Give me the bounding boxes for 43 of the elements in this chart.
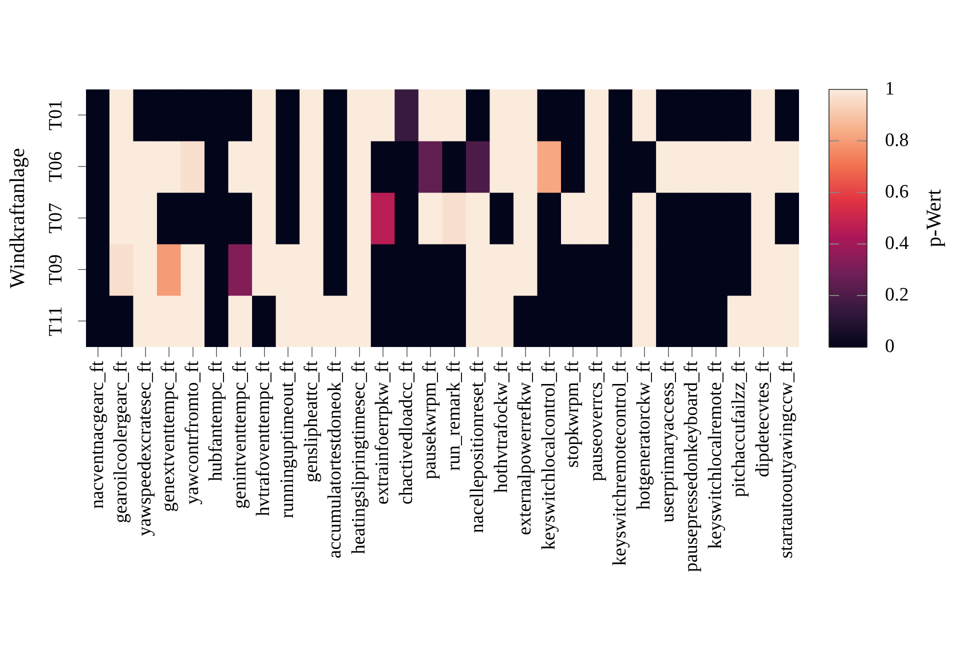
x-tick-label: pitchaccufailzz_ft xyxy=(728,360,750,498)
color-bar-label: 0.8 xyxy=(885,130,909,151)
y-tick-label: T11 xyxy=(46,306,67,336)
y-tick-label: T06 xyxy=(46,151,67,182)
x-tick-label: gearoilcoolergearc_ft xyxy=(110,360,132,524)
x-tick-label: extrainfoerrpkw_ft xyxy=(372,360,394,504)
x-tick-label: genslipheattc_ft xyxy=(300,360,322,482)
x-tick-label: hubfantempc_ft xyxy=(206,360,227,482)
x-tick-label: yawcontrfromto_ft xyxy=(182,360,203,505)
x-tick-label: chactivedloadcc_ft xyxy=(396,360,417,504)
x-tick-label: pauseoverrcs_ft xyxy=(586,360,607,482)
x-tick-label: keyswitchremotecontrol_ft xyxy=(610,360,631,566)
x-tick-label: keyswitchlocalcontrol_ft xyxy=(538,360,560,550)
x-tick-label: userprimaryaccess_ft xyxy=(657,360,678,522)
x-tick-label: nacventnacgearc_ft xyxy=(86,360,108,509)
x-tick-label: pausekwrpm_ft xyxy=(420,360,441,480)
x-tick-label: runninguptimeout_ft xyxy=(277,360,298,518)
color-bar-label: 0.2 xyxy=(885,284,909,306)
x-tick-label: run_remark_ft xyxy=(443,360,464,471)
color-bar-label: 1 xyxy=(885,78,894,100)
x-tick-label: yawspeedexcratesec_ft xyxy=(134,360,156,536)
x-tick-label: keyswitchlocalremote_ft xyxy=(704,360,726,549)
x-tick-label: dipdetecvtes_ft xyxy=(752,360,774,478)
x-tick-label: externalpowerrefkw_ft xyxy=(514,360,536,536)
x-tick-label: hotgeneratorckw_ft xyxy=(634,360,654,510)
color-bar-label: 0 xyxy=(885,336,894,357)
x-tick-label: genintventtempc_ft xyxy=(229,360,250,509)
y-tick-label: T09 xyxy=(46,254,67,286)
y-axis-title: Windkraftanlage xyxy=(5,148,30,288)
x-tick-label: nacellepositionreset_ft xyxy=(467,360,488,533)
x-tick-label: pausepressedonkeyboard_ft xyxy=(681,360,702,572)
color-bar-label: 0.6 xyxy=(885,181,909,202)
color-bar-title: p-Wert xyxy=(922,189,946,248)
x-tick-label: hothvtrafockw_ft xyxy=(490,360,512,493)
x-tick-label: stopkwrpm_ft xyxy=(562,360,584,468)
x-tick-label: startautooutyawingccw_ft xyxy=(776,360,798,558)
y-tick-label: T07 xyxy=(46,202,67,234)
x-tick-label: hvtrafoventtempc_ft xyxy=(253,360,274,516)
x-tick-label: heatingslipringtimesec_ft xyxy=(348,360,370,554)
y-tick-label: T01 xyxy=(46,100,67,130)
color-bar-label: 0.4 xyxy=(885,232,910,254)
x-tick-label: accumulatortestdoneok_ft xyxy=(324,360,346,558)
x-tick-label: genextventtempc_ft xyxy=(158,360,180,512)
